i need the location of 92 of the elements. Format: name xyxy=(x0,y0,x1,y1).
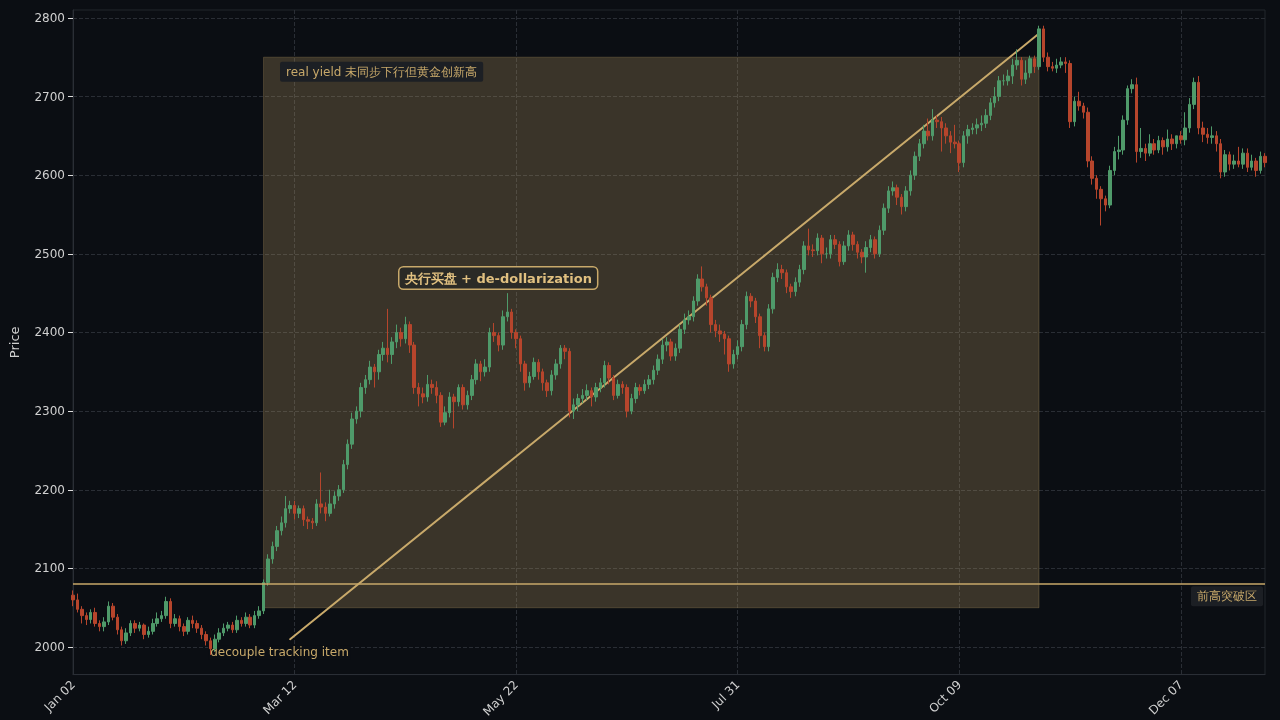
candlestick xyxy=(1139,127,1143,159)
candlestick xyxy=(1179,130,1183,145)
candlestick xyxy=(1254,157,1258,178)
candlestick xyxy=(594,382,598,403)
x-tick-label: Dec 07 xyxy=(1145,677,1186,718)
candlestick xyxy=(1259,151,1262,175)
candlestick xyxy=(461,383,465,411)
candlestick xyxy=(89,608,92,624)
candlestick xyxy=(1228,151,1231,171)
candlestick xyxy=(616,379,620,400)
x-tick-label: Oct 09 xyxy=(926,677,965,716)
candlestick xyxy=(421,387,425,404)
candlestick xyxy=(820,234,824,264)
candlestick xyxy=(603,360,606,389)
candlestick xyxy=(1250,154,1253,171)
x-tick-label: Mar 12 xyxy=(260,677,300,718)
candlestick xyxy=(931,108,934,142)
candlestick xyxy=(244,611,248,628)
y-tick-label: 2200 xyxy=(34,482,65,497)
candlestick xyxy=(138,621,141,632)
candlestick xyxy=(1033,55,1036,74)
candlestick xyxy=(1144,143,1147,162)
candlestick xyxy=(235,615,239,634)
candlestick xyxy=(1161,136,1165,156)
candlestick xyxy=(1059,56,1063,69)
candlestick xyxy=(248,613,252,629)
candlestick xyxy=(231,621,234,634)
y-tick-label: 2300 xyxy=(34,404,65,419)
candlestick xyxy=(1020,56,1023,86)
band-label: real yield 未同步下行但黄金创新高 xyxy=(286,64,478,79)
candlestick xyxy=(1237,146,1240,168)
candlestick xyxy=(1232,154,1236,170)
x-tick-label: Jul 31 xyxy=(708,677,743,712)
candlestick xyxy=(226,621,230,632)
candlestick xyxy=(1135,77,1138,164)
candlestick xyxy=(669,338,673,362)
candlestick xyxy=(625,383,629,418)
candlestick xyxy=(373,363,376,389)
candlestick xyxy=(169,597,172,629)
candlestick xyxy=(164,596,168,620)
candlestick xyxy=(293,500,296,521)
annotation: 央行买盘 + de-dollarization xyxy=(403,270,592,286)
y-tick-label: 2400 xyxy=(34,325,65,340)
candlestick xyxy=(816,232,819,256)
candlestick xyxy=(1157,135,1160,154)
candlestick xyxy=(1068,59,1072,129)
candlestick xyxy=(386,308,389,363)
candlestick xyxy=(1166,129,1169,153)
candlestick xyxy=(1073,96,1076,127)
y-axis-title: Price xyxy=(7,326,22,359)
candlestick xyxy=(1210,125,1214,145)
candlestick xyxy=(315,498,318,527)
y-tick-label: 2000 xyxy=(34,640,65,655)
candlestick xyxy=(399,327,403,348)
candlestick xyxy=(1175,135,1178,149)
candlestick xyxy=(1246,147,1249,173)
candlestick xyxy=(328,489,332,518)
candlestick xyxy=(926,118,930,142)
candlestick xyxy=(173,613,177,628)
candlestick xyxy=(297,505,301,519)
candlestick xyxy=(590,387,593,407)
candlestick xyxy=(186,616,190,635)
x-tick-label: Jan 02 xyxy=(40,677,78,715)
candlestick xyxy=(1152,138,1156,156)
candlestick xyxy=(975,118,979,135)
candlestick xyxy=(1148,133,1152,157)
candlestick xyxy=(1263,152,1267,168)
y-tick-label: 2800 xyxy=(34,10,65,25)
candlestick xyxy=(479,360,482,382)
candlestick xyxy=(457,383,460,407)
y-tick-label: 2500 xyxy=(34,246,65,261)
candlestick xyxy=(404,316,407,344)
candlestick xyxy=(829,234,832,260)
candlestick xyxy=(93,607,97,628)
y-tick-label: 2100 xyxy=(34,561,65,576)
y-tick-label: 2700 xyxy=(34,89,65,104)
candlestick xyxy=(727,335,731,373)
ref-line-label: 前高突破区 xyxy=(1197,589,1257,604)
candlestick xyxy=(142,622,146,640)
candlestick xyxy=(452,393,456,429)
y-tick-label: 2600 xyxy=(34,168,65,183)
candlestick xyxy=(1037,25,1041,71)
candlestick xyxy=(638,383,642,396)
candlestick xyxy=(426,374,429,403)
annotation: decouple tracking item xyxy=(210,645,349,660)
candlestick xyxy=(1223,149,1227,178)
candlestick xyxy=(1241,147,1245,170)
candlestick xyxy=(585,383,589,401)
candlestick xyxy=(133,619,137,634)
candlestick xyxy=(873,236,877,260)
candlestick xyxy=(1170,133,1174,151)
candlestick xyxy=(240,616,243,628)
